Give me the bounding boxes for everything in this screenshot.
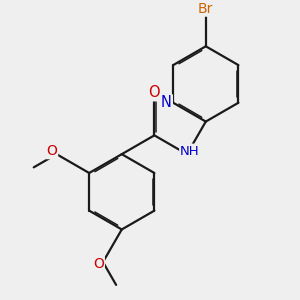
Text: O: O	[46, 144, 57, 158]
Text: O: O	[93, 257, 104, 271]
Text: O: O	[148, 85, 160, 100]
Text: NH: NH	[180, 145, 200, 158]
Text: Br: Br	[198, 2, 214, 16]
Text: N: N	[161, 95, 172, 110]
